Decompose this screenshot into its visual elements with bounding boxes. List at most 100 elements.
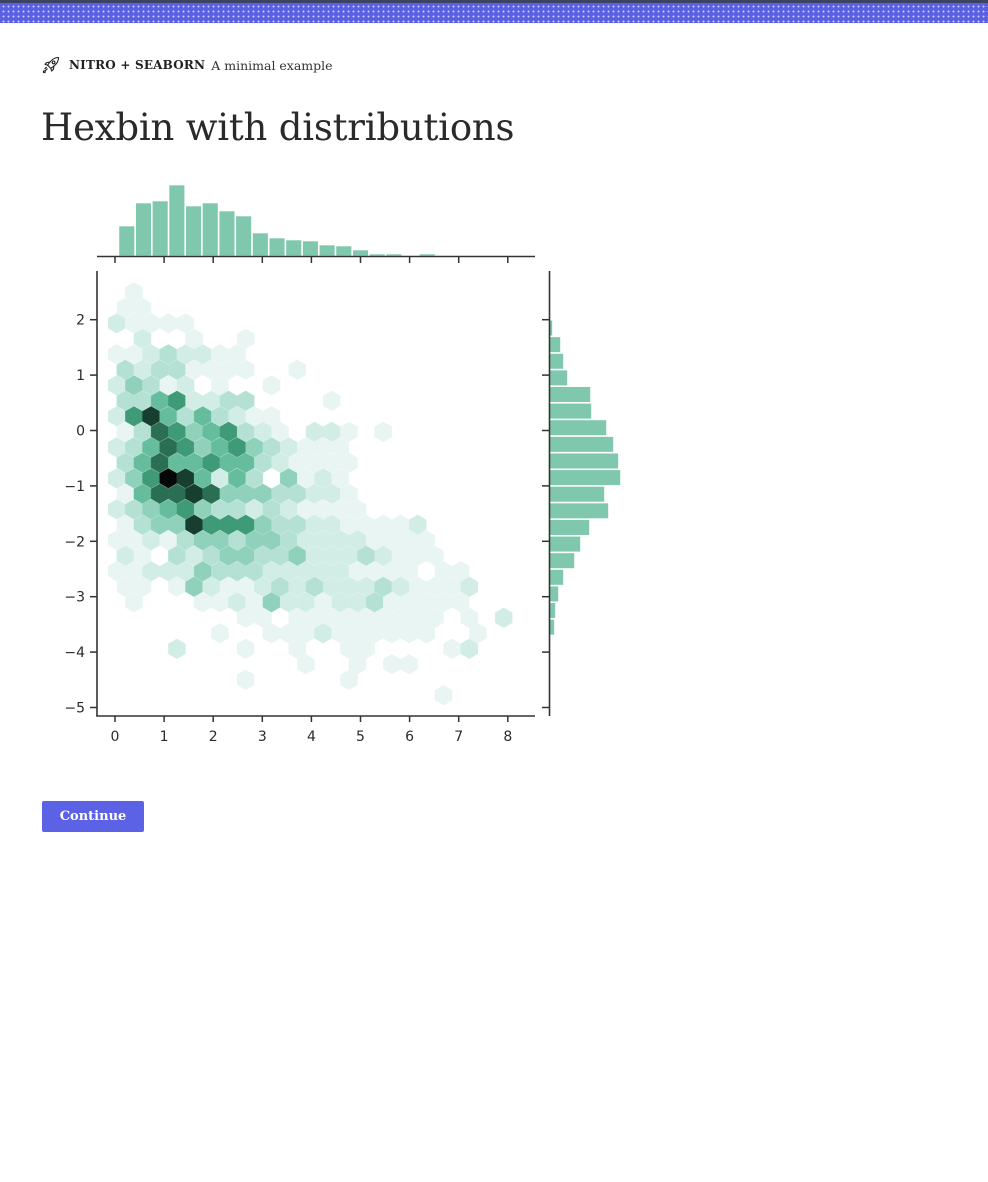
histogram-bar <box>549 552 575 569</box>
histogram-bar <box>335 245 352 257</box>
histogram-bar <box>152 200 169 257</box>
y-tick-label: 2 <box>76 313 85 329</box>
hex-cell <box>374 421 393 442</box>
top-strip <box>0 0 988 3</box>
hex-cell <box>357 638 375 659</box>
hex-cell <box>236 359 255 380</box>
histogram-bar <box>549 336 561 353</box>
hex-cell <box>417 530 436 551</box>
hex-cell <box>262 375 281 396</box>
histogram-bar <box>549 452 619 470</box>
histogram-bar <box>549 602 556 619</box>
hex-cell <box>228 344 246 365</box>
x-tick-label: 3 <box>258 729 267 745</box>
hex-cell <box>426 607 444 628</box>
hex-cell <box>176 313 195 334</box>
histogram-bar <box>549 502 609 519</box>
hex-cell <box>288 638 307 659</box>
x-tick-label: 0 <box>111 729 120 745</box>
histogram-bar <box>549 486 605 503</box>
hex-cell <box>340 421 358 442</box>
x-tick-label: 4 <box>307 729 316 745</box>
hex-cell <box>383 654 401 675</box>
x-tick-label: 8 <box>503 729 512 745</box>
hex-cell <box>400 654 418 675</box>
histogram-bar <box>168 184 186 257</box>
hex-cell <box>125 592 143 613</box>
hex-cell <box>460 638 479 659</box>
hex-cell <box>340 483 358 504</box>
header-band <box>0 3 988 23</box>
hex-cell <box>245 468 264 489</box>
hex-cell <box>451 561 470 582</box>
hex-cell <box>133 297 152 318</box>
hex-cell <box>271 421 289 442</box>
hex-cell <box>331 468 350 489</box>
rocket-icon <box>42 56 60 74</box>
hex-cell <box>434 685 453 706</box>
app-header: NITRO + SEABORN A minimal example <box>42 56 333 74</box>
hex-cell <box>451 592 470 613</box>
page-title: Hexbin with distributions <box>41 106 515 149</box>
hex-cell <box>426 545 444 566</box>
chart-axes: 0 1 2 3 4 5 6 7 8 2 1 0 −1 −2 −3 −4 −5 <box>64 255 551 745</box>
histogram-bar <box>285 239 302 257</box>
hex-cell <box>400 561 418 582</box>
hex-cell <box>297 654 315 675</box>
x-tick-label: 1 <box>160 729 169 745</box>
hex-cell <box>417 623 436 644</box>
hex-cell <box>176 375 195 396</box>
y-tick-label: −3 <box>64 590 85 606</box>
brand-name: NITRO + SEABORN <box>69 58 206 72</box>
histogram-bar <box>549 569 564 586</box>
histogram-bar <box>318 244 336 257</box>
y-tick-label: −4 <box>64 645 85 661</box>
hex-cell <box>125 282 143 303</box>
hex-cell <box>133 545 152 566</box>
histogram-bar <box>549 419 607 436</box>
hex-cell <box>168 638 186 659</box>
hex-cell <box>340 452 358 473</box>
histogram-bar <box>118 225 135 257</box>
histogram-bar <box>549 535 581 553</box>
hex-cell <box>133 328 152 349</box>
hex-cell <box>443 638 461 659</box>
histogram-bar <box>302 240 319 257</box>
hex-cell <box>348 654 367 675</box>
x-tick-label: 6 <box>405 729 414 745</box>
y-tick-label: 0 <box>76 424 85 440</box>
histogram-bar <box>135 202 152 257</box>
hexbin-plot <box>107 282 513 706</box>
y-tick-label: 1 <box>76 368 85 384</box>
x-tick-label: 5 <box>356 729 365 745</box>
histogram-bar <box>252 232 269 257</box>
hex-cell <box>408 514 427 535</box>
histogram-bar <box>185 205 202 257</box>
histogram-bar <box>549 469 621 486</box>
hex-cell <box>185 328 203 349</box>
hex-cell <box>236 669 255 690</box>
histogram-bar <box>549 369 568 386</box>
histogram-bar <box>549 386 591 403</box>
hex-cell <box>348 499 367 520</box>
x-tick-label: 2 <box>209 729 218 745</box>
hex-cell <box>133 576 152 597</box>
hex-cell <box>460 607 479 628</box>
hex-cell <box>236 390 255 411</box>
right-marginal-histogram <box>549 319 621 652</box>
histogram-bar <box>549 519 590 536</box>
hex-cell <box>236 328 255 349</box>
top-marginal-histogram <box>118 184 436 257</box>
histogram-bar <box>549 585 559 603</box>
hex-cell <box>331 437 350 458</box>
histogram-bar <box>268 237 286 257</box>
header-subtitle: A minimal example <box>211 57 333 73</box>
hex-cell <box>494 607 513 628</box>
hex-cell <box>254 607 272 628</box>
hex-cell <box>211 375 229 396</box>
hexbin-jointplot: 0 1 2 3 4 5 6 7 8 2 1 0 −1 −2 −3 −4 −5 <box>64 184 621 745</box>
continue-button[interactable]: Continue <box>42 801 144 832</box>
y-tick-label: −1 <box>64 479 85 495</box>
hex-cell <box>288 359 307 380</box>
hex-cell <box>262 406 281 427</box>
